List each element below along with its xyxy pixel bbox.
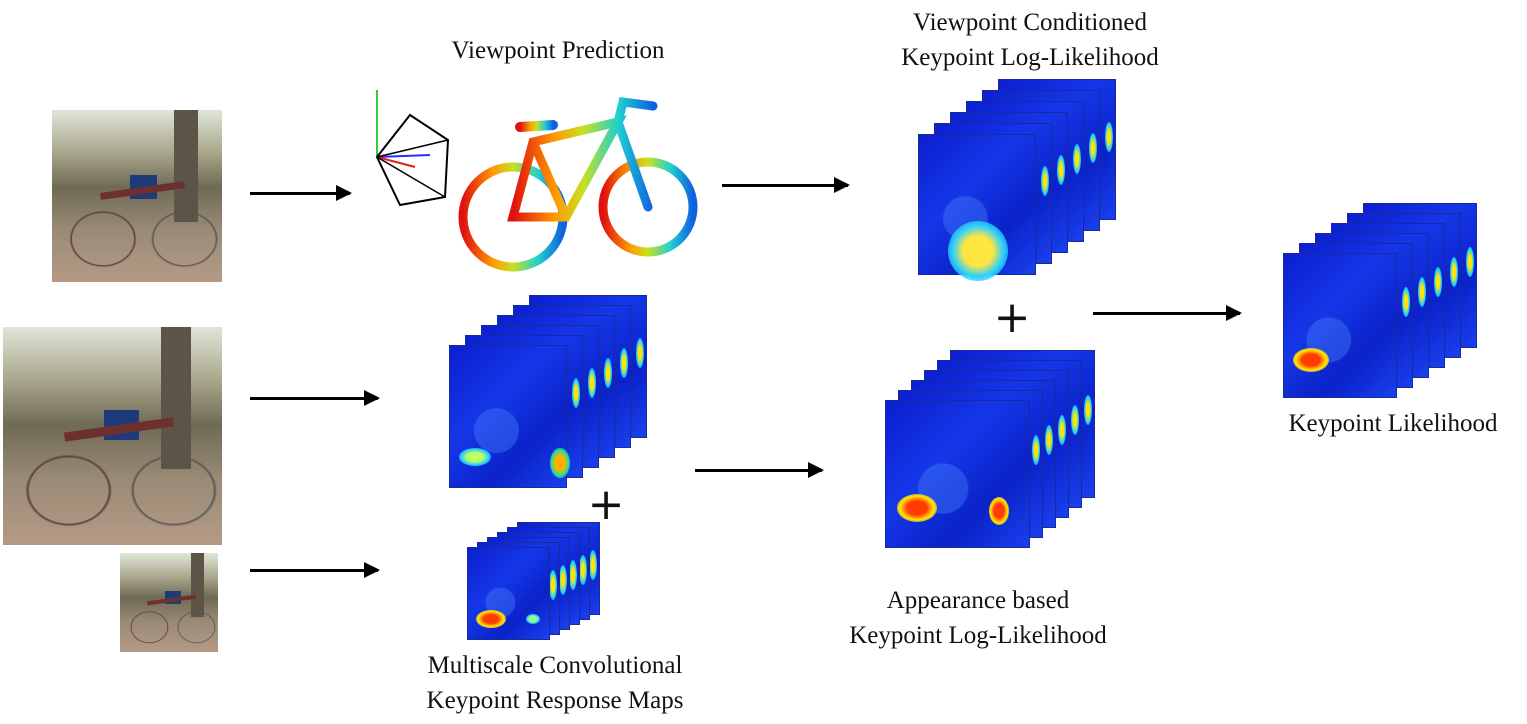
- heatmap-hotspot: [526, 613, 541, 624]
- bicycle-3d-model: [458, 97, 698, 272]
- arrow-viewpoint-to-conditioned: [722, 177, 850, 193]
- heatmap-edge-hotspot: [1045, 424, 1053, 455]
- heatmap-hotspot: [549, 447, 570, 478]
- heatmap-edge-hotspot: [549, 570, 557, 601]
- label-line: Keypoint Log-Likelihood: [901, 44, 1159, 71]
- heatmap-hotspot: [988, 497, 1009, 526]
- label-line: Keypoint Log-Likelihood: [849, 622, 1107, 649]
- heatmap-edge-hotspot: [1071, 404, 1079, 435]
- plus-operator-left: +: [587, 479, 625, 530]
- heatmap-edge-hotspot: [579, 555, 587, 586]
- heatmap-edge-hotspot: [1084, 394, 1092, 425]
- heatmap-front-layer: [467, 547, 550, 640]
- heatmap-front-layer: [885, 400, 1030, 548]
- heatmap-hotspot: [476, 609, 507, 628]
- label-viewpoint-prediction: Viewpoint Prediction: [451, 33, 664, 68]
- label-text: Viewpoint Prediction: [451, 37, 665, 64]
- arrow-large-to-response: [250, 390, 380, 406]
- plus-operator-right: +: [993, 292, 1031, 343]
- heatmap-edge-hotspot: [1434, 266, 1442, 297]
- label-viewpoint-conditioned: Viewpoint Conditioned Keypoint Log-Likeli…: [901, 5, 1159, 75]
- heatmap-edge-hotspot: [636, 338, 644, 369]
- heatmap-edge-hotspot: [1450, 256, 1458, 287]
- arrow-sum-to-likelihood: [1093, 305, 1242, 321]
- heatmap-front-layer: [449, 345, 570, 488]
- heatmap-edge-hotspot: [1041, 165, 1049, 196]
- label-keypoint-likelihood: Keypoint Likelihood: [1289, 406, 1498, 441]
- label-line: Keypoint Response Maps: [426, 687, 684, 714]
- heatmap-edge-hotspot: [572, 378, 580, 409]
- heatmap-front-layer: [918, 134, 1036, 282]
- arrow-top-to-viewpoint: [250, 185, 352, 201]
- heatmap-edge-hotspot: [1418, 276, 1426, 307]
- label-line: Viewpoint Conditioned: [913, 9, 1147, 36]
- heatmap-edge-hotspot: [1402, 286, 1410, 317]
- label-multiscale-response: Multiscale Convolutional Keypoint Respons…: [427, 648, 684, 718]
- input-image-small: [120, 553, 218, 652]
- heatmap-hotspot: [459, 447, 492, 466]
- heatmap-edge-hotspot: [588, 368, 596, 399]
- arrow-small-to-response: [250, 562, 380, 578]
- heatmap-edge-hotspot: [1089, 132, 1097, 163]
- heatmap-edge-hotspot: [1058, 414, 1066, 445]
- heatmap-hotspot: [897, 494, 938, 523]
- label-text: Keypoint Likelihood: [1288, 410, 1498, 437]
- heatmap-edge-hotspot: [1466, 246, 1474, 277]
- label-appearance-based: Appearance based Keypoint Log-Likelihood: [849, 583, 1107, 653]
- heatmap-edge-hotspot: [569, 560, 577, 591]
- heatmap-hotspot: [948, 221, 1008, 282]
- label-line: Appearance based: [886, 587, 1070, 614]
- heatmap-edge-hotspot: [620, 348, 628, 379]
- heatmap-front-layer: [1283, 253, 1397, 398]
- input-image-large: [3, 327, 222, 545]
- arrow-response-to-appearance: [695, 462, 824, 478]
- heatmap-edge-hotspot: [1057, 154, 1065, 185]
- camera-viewpoint-icon: [375, 90, 450, 207]
- input-image-top: [52, 110, 222, 282]
- heatmap-edge-hotspot: [604, 358, 612, 389]
- heatmap-hotspot: [1292, 348, 1329, 373]
- heatmap-edge-hotspot: [1073, 143, 1081, 174]
- heatmap-edge-hotspot: [1105, 121, 1113, 152]
- heatmap-edge-hotspot: [589, 550, 597, 581]
- label-line: Multiscale Convolutional: [427, 652, 683, 679]
- heatmap-edge-hotspot: [559, 565, 567, 596]
- heatmap-edge-hotspot: [1032, 434, 1040, 465]
